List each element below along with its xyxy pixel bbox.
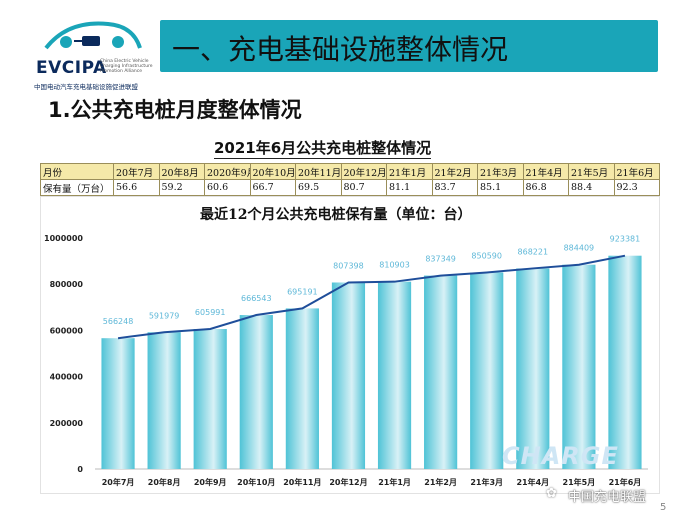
- month-cell: 21年1月: [386, 163, 433, 180]
- x-tick-label: 20年9月: [194, 477, 227, 487]
- x-tick-label: 20年7月: [102, 477, 135, 487]
- logo-cn-name: 中国电动汽车充电基础设施促进联盟: [34, 83, 138, 91]
- table-row-stock: 保有量（万台） 56.6 59.2 60.6 66.7 69.5 80.7 81…: [40, 179, 660, 196]
- data-label: 605991: [195, 308, 226, 317]
- month-cell: 20年12月: [340, 163, 387, 180]
- logo-name: EVCIPA: [36, 58, 107, 78]
- month-cell: 21年4月: [522, 163, 569, 180]
- bar: [147, 332, 181, 469]
- watermark-brand: 中国充电联盟: [568, 490, 647, 505]
- x-tick-label: 21年5月: [563, 477, 596, 487]
- data-label: 695191: [287, 287, 318, 296]
- evcipa-logo: EVCIPA China Electric Vehicle Charging I…: [30, 18, 160, 91]
- watermark: CHARGE: [502, 442, 682, 478]
- ev-plug-logo-icon: [44, 21, 142, 50]
- data-label: 884409: [564, 244, 595, 253]
- bar: [562, 264, 596, 469]
- month-cell: 2020年9月: [204, 163, 251, 180]
- series-line: [117, 254, 626, 340]
- row-label-stock: 保有量（万台）: [40, 179, 114, 196]
- watermark-logo: CHARGE: [502, 442, 619, 470]
- month-cell: 21年5月: [568, 163, 615, 180]
- stock-cell: 88.4: [568, 179, 615, 196]
- y-tick-label: 1000000: [44, 234, 83, 243]
- x-tick-label: 20年10月: [237, 477, 275, 487]
- row-label-month: 月份: [40, 163, 114, 180]
- bar: [239, 315, 273, 469]
- x-tick-label: 21年1月: [378, 477, 411, 487]
- chart-title: 最近12个月公共充电桩保有量（单位：台）: [200, 207, 472, 223]
- x-tick-label: 21年6月: [609, 477, 642, 487]
- bar: [193, 329, 227, 469]
- stock-cell: 66.7: [249, 179, 296, 196]
- page-number: 5: [660, 502, 667, 513]
- y-tick-label: 0: [77, 465, 83, 474]
- month-cell: 21年2月: [431, 163, 478, 180]
- bar: [377, 281, 412, 469]
- month-cell: 20年11月: [295, 163, 342, 180]
- bar: [516, 268, 550, 469]
- data-label: 666543: [241, 294, 272, 303]
- data-label: 810903: [379, 261, 410, 270]
- section-heading: 1.公共充电桩月度整体情况: [48, 98, 302, 122]
- slide-title: 一、充电基础设施整体情况: [172, 33, 509, 66]
- stock-cell: 69.5: [295, 179, 342, 196]
- table-row-months: 月份 20年7月 20年8月 2020年9月 20年10月 20年11月 20年…: [40, 163, 660, 180]
- bar: [470, 272, 504, 469]
- data-label: 837349: [425, 255, 456, 264]
- data-label: 868221: [518, 247, 549, 256]
- stock-cell: 85.1: [477, 179, 524, 196]
- y-tick-label: 400000: [50, 373, 84, 382]
- data-label: 566248: [103, 317, 134, 326]
- x-tick-label: 21年2月: [424, 477, 457, 487]
- bar: [101, 338, 135, 469]
- data-label: 591979: [149, 311, 180, 320]
- bar: [331, 282, 366, 469]
- bar: [608, 255, 642, 469]
- x-tick-label: 21年4月: [516, 477, 549, 487]
- table-title: 2021年6月公共充电桩整体情况: [214, 139, 432, 159]
- stock-cell: 86.8: [522, 179, 569, 196]
- x-tick-label: 21年3月: [470, 477, 503, 487]
- month-cell: 20年7月: [113, 163, 160, 180]
- bar: [424, 275, 458, 469]
- bar: [285, 308, 319, 469]
- y-tick-label: 200000: [50, 419, 84, 428]
- stock-cell: 59.2: [158, 179, 205, 196]
- stock-cell: 80.7: [340, 179, 387, 196]
- y-tick-label: 800000: [50, 280, 84, 289]
- logo-subtitle: China Electric Vehicle Charging Infrastr…: [100, 59, 153, 74]
- month-cell: 20年10月: [249, 163, 296, 180]
- x-tick-label: 20年8月: [148, 477, 181, 487]
- wechat-icon: ✿: [546, 486, 557, 501]
- stock-cell: 83.7: [431, 179, 478, 196]
- x-tick-label: 20年12月: [329, 477, 367, 487]
- data-label: 807398: [333, 261, 364, 270]
- data-label: 923381: [610, 235, 641, 244]
- x-tick-label: 20年11月: [283, 477, 321, 487]
- stock-cell: 56.6: [113, 179, 160, 196]
- stock-table: 月份 20年7月 20年8月 2020年9月 20年10月 20年11月 20年…: [40, 163, 660, 196]
- data-label: 850590: [471, 252, 502, 261]
- y-tick-label: 600000: [50, 326, 84, 335]
- slide-title-bar: 一、充电基础设施整体情况: [160, 20, 658, 72]
- stock-cell: 92.3: [613, 179, 660, 196]
